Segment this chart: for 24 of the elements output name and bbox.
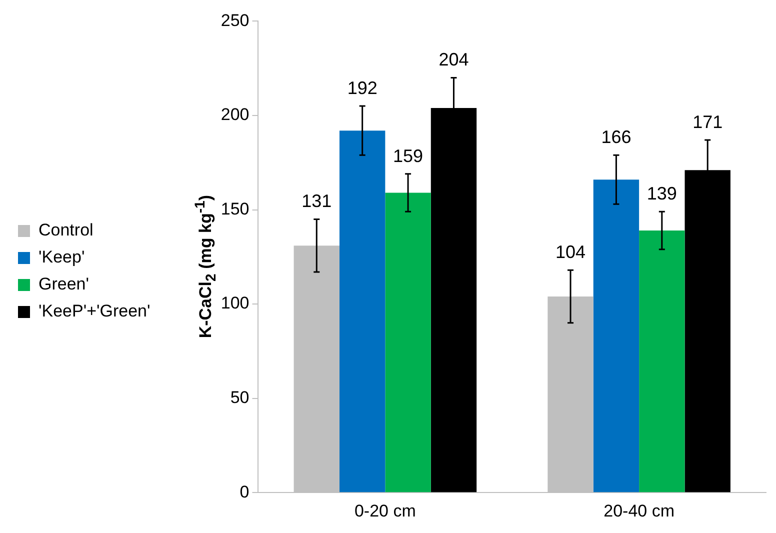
legend-label: Green'	[38, 274, 89, 294]
y-tick-label: 150	[220, 199, 250, 218]
bar	[385, 192, 431, 492]
data-label: 131	[302, 191, 332, 212]
data-label: 171	[692, 112, 723, 132]
x-tick-label: 0-20 cm	[354, 501, 416, 520]
data-label: 159	[393, 146, 424, 166]
bar	[593, 180, 640, 492]
y-tick-label: 100	[220, 294, 250, 313]
bar	[339, 130, 386, 492]
bar	[639, 230, 685, 492]
data-label: 166	[601, 127, 632, 148]
y-tick-label: 50	[230, 388, 250, 408]
y-tick-label: 250	[220, 10, 250, 30]
y-tick-label: 0	[240, 482, 250, 502]
legend-label: 'Keep'	[38, 248, 85, 267]
x-tick-label: 20-40 cm	[604, 501, 674, 520]
y-tick-label: 200	[220, 105, 250, 124]
data-label: 204	[438, 50, 469, 70]
data-label: 192	[347, 78, 378, 98]
data-label: 139	[646, 184, 677, 204]
legend-label: 'KeeP'+'Green'	[38, 302, 150, 321]
legend-label: Control	[38, 220, 94, 240]
data-label: 104	[555, 242, 586, 262]
